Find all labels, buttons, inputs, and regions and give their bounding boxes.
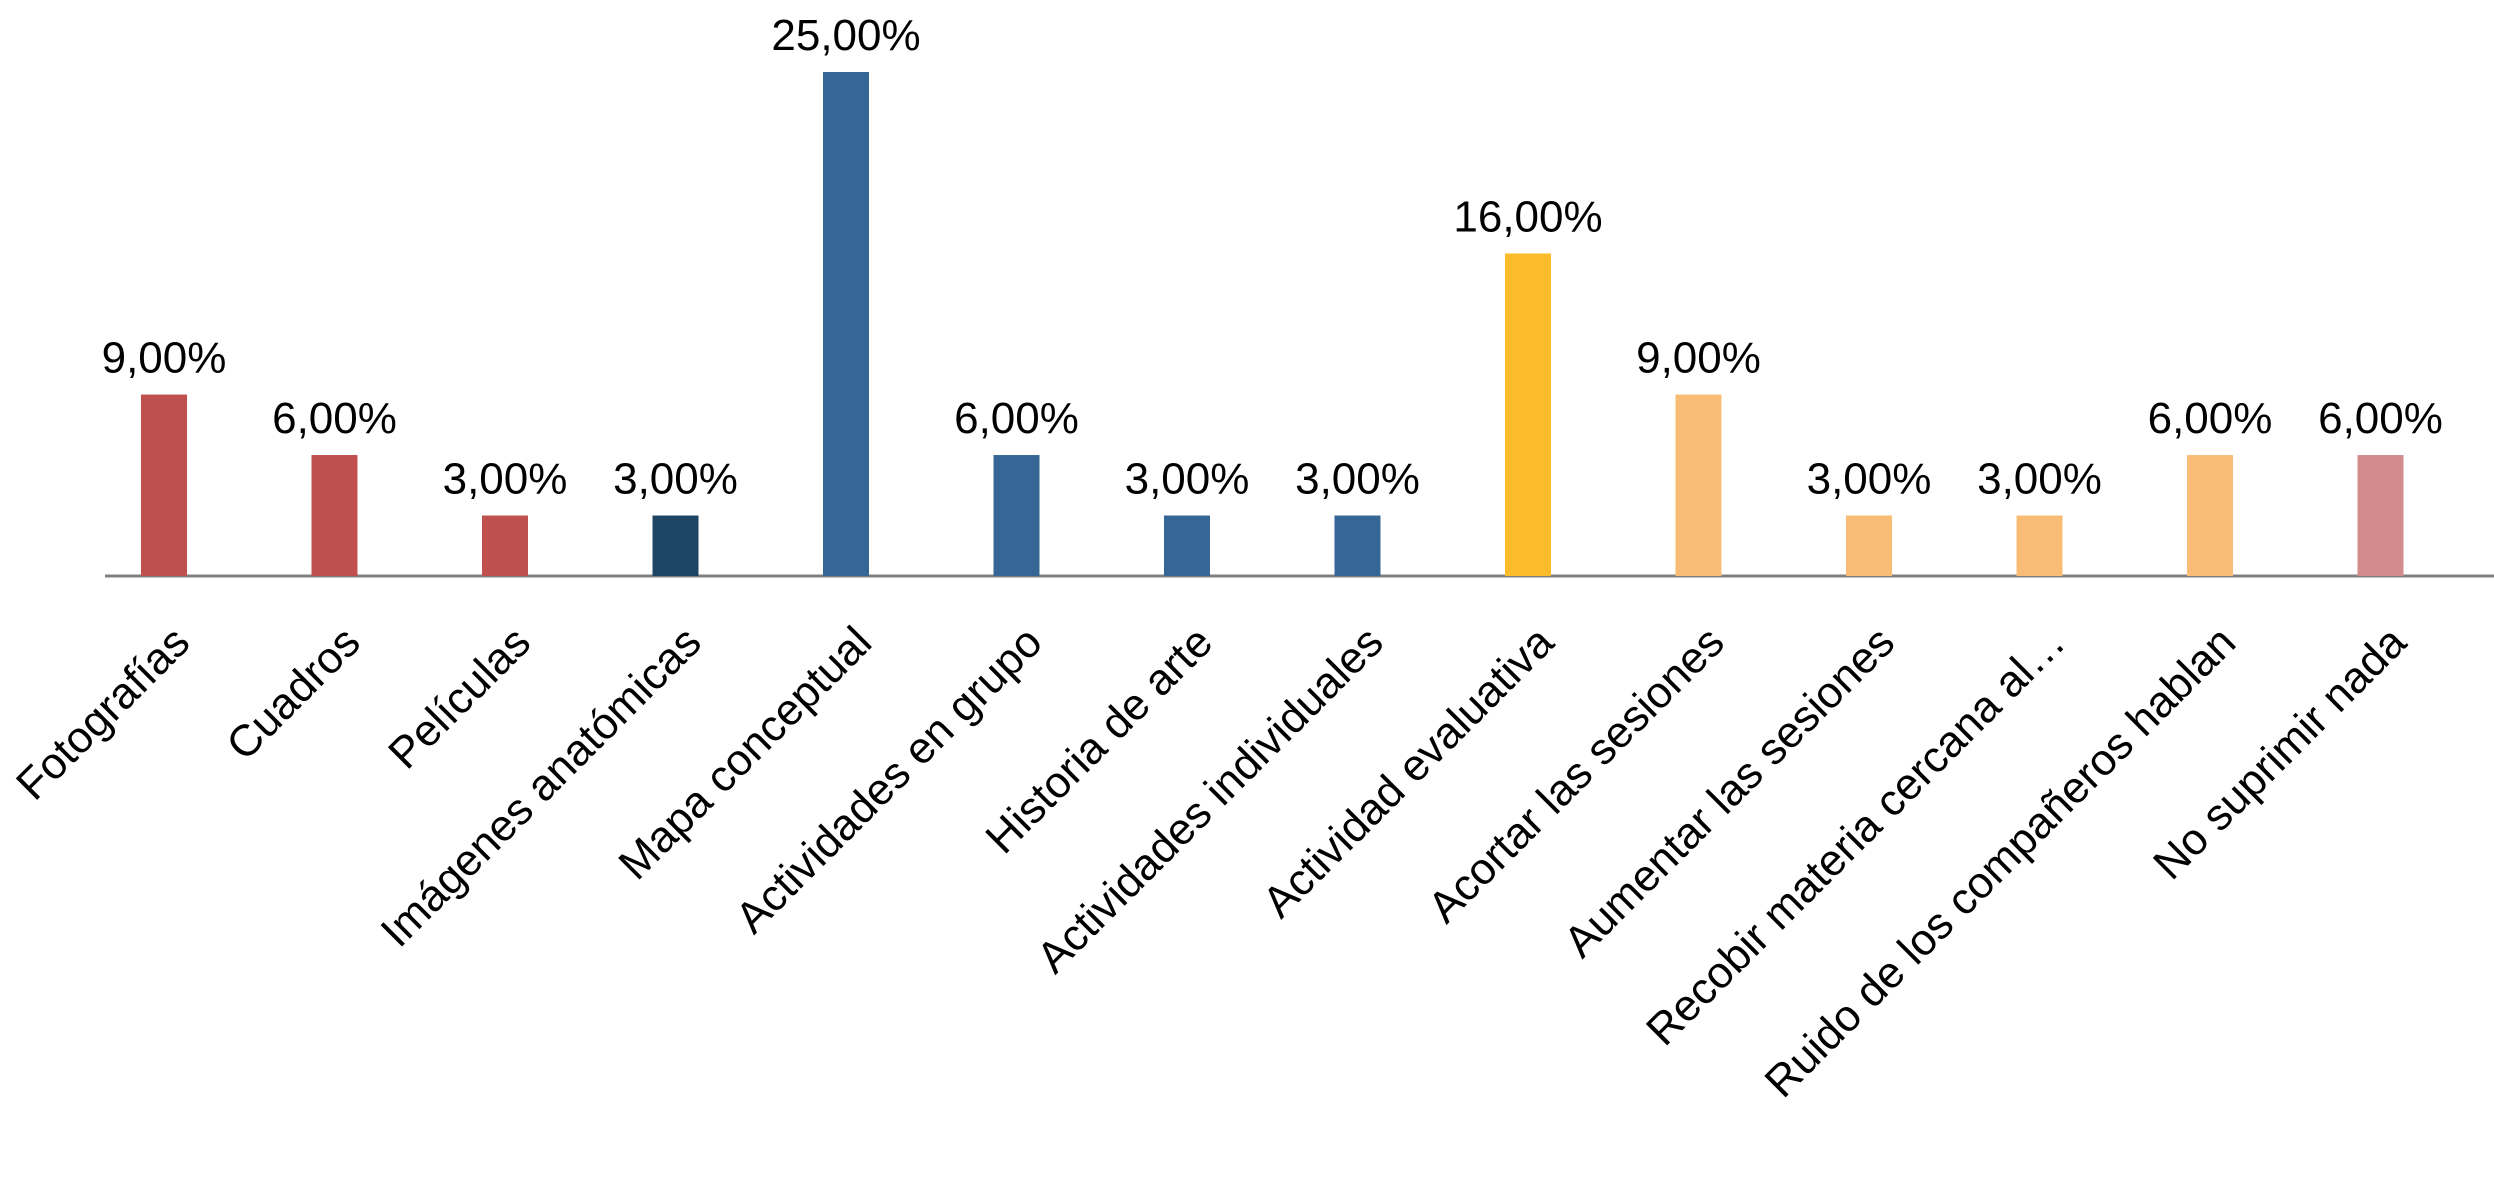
data-label-4: 25,00% (771, 11, 920, 60)
data-label-10: 3,00% (1807, 455, 1932, 504)
category-label-8: Actividad evaluativa (1253, 617, 1563, 927)
category-label-0: Fotografías (7, 617, 199, 809)
category-label-10: Aumentar las sesiones (1555, 617, 1904, 966)
bar-4 (823, 72, 869, 576)
bar-0 (141, 394, 187, 576)
data-label-7: 3,00% (1295, 455, 1420, 504)
bar-1 (311, 455, 358, 576)
data-label-0: 9,00% (102, 334, 227, 383)
data-label-13: 6,00% (2318, 394, 2443, 443)
data-label-5: 6,00% (954, 394, 1079, 443)
bar-9 (1675, 394, 1722, 576)
data-label-11: 3,00% (1977, 455, 2102, 504)
bar-13 (2357, 455, 2404, 576)
bar-7 (1334, 515, 1381, 576)
category-label-1: Cuadros (217, 617, 369, 769)
data-label-3: 3,00% (613, 455, 738, 504)
category-label-3: Imágenes anatómicas (372, 617, 711, 956)
bar-6 (1164, 515, 1210, 576)
data-label-8: 16,00% (1453, 192, 1602, 241)
bar-2 (482, 515, 528, 576)
bar-3 (652, 515, 699, 576)
data-label-9: 9,00% (1636, 334, 1761, 383)
category-label-7: Actividades individuales (1028, 617, 1393, 982)
bar-11 (2016, 515, 2063, 576)
bar-12 (2187, 455, 2233, 576)
data-label-12: 6,00% (2148, 394, 2273, 443)
bar-5 (993, 455, 1040, 576)
bar-10 (1846, 515, 1892, 576)
data-label-1: 6,00% (272, 394, 397, 443)
data-label-6: 3,00% (1125, 455, 1250, 504)
bar-8 (1505, 253, 1551, 576)
category-label-5: Actividades en grupo (726, 617, 1051, 942)
data-label-2: 3,00% (443, 455, 568, 504)
category-label-2: Películas (379, 617, 540, 778)
category-label-9: Acortar las sesiones (1419, 617, 1734, 932)
